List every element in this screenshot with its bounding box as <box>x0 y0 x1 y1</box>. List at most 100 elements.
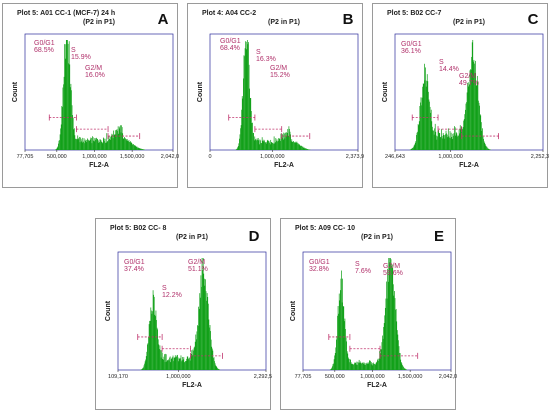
histogram-bar <box>433 130 434 150</box>
histogram-bar <box>275 138 277 150</box>
histogram-bar <box>439 136 441 150</box>
x-axis-label: FL2-A <box>367 382 387 389</box>
histogram-bar <box>116 129 117 150</box>
histogram-bar <box>175 357 177 370</box>
histogram-bar <box>86 142 88 150</box>
histogram-bar <box>252 132 254 150</box>
histogram-bar <box>475 60 476 150</box>
histogram-bar <box>201 258 203 370</box>
histogram-bar <box>422 83 424 150</box>
histogram-bar <box>95 138 97 150</box>
histogram-bar <box>463 120 465 150</box>
histogram-bar <box>277 141 278 150</box>
histogram-bar <box>143 149 145 150</box>
histogram-bar <box>125 140 127 150</box>
histogram-bar <box>98 142 100 150</box>
histogram-bar <box>339 300 341 370</box>
histogram-bar <box>117 126 119 150</box>
histogram-bar <box>466 102 467 150</box>
histogram-bar <box>198 306 199 370</box>
histogram-bar <box>465 103 467 150</box>
histogram-bar <box>209 327 210 370</box>
x-tick-label: 109,170 <box>108 374 128 380</box>
histogram-bar <box>112 134 113 150</box>
histogram-bar <box>383 323 385 370</box>
gate-label: G2/M <box>383 263 400 270</box>
histogram-bar <box>295 142 297 150</box>
histogram-bar <box>402 364 403 370</box>
histogram-bar <box>366 363 367 370</box>
histogram-bar <box>400 362 402 370</box>
histogram-bar <box>330 369 332 370</box>
histogram-bar <box>472 40 474 150</box>
histogram-bar <box>134 145 136 150</box>
histogram-bar <box>353 364 354 370</box>
histogram-bar <box>57 146 59 150</box>
histogram-bar <box>122 133 124 150</box>
gate-label: S <box>256 49 261 56</box>
y-axis-label: Count <box>105 300 112 321</box>
histogram-bar <box>97 138 99 150</box>
histogram-bar <box>255 139 257 150</box>
histogram-bar <box>473 59 475 150</box>
histogram-bar <box>434 128 435 150</box>
histogram-bar <box>90 137 92 150</box>
histogram-bar <box>248 42 249 150</box>
histogram-bar <box>237 146 239 150</box>
histogram-bar <box>117 131 118 150</box>
histogram-bar <box>452 133 454 150</box>
histogram-bar <box>482 128 483 150</box>
histogram-bar <box>105 142 106 150</box>
histogram-bar <box>342 306 344 370</box>
histogram-bar <box>332 366 333 370</box>
panel-b: Plot 4: A04 CC-2 (P2 in P1) B G0/G1 68.4% S 16… <box>187 3 364 188</box>
histogram-bar <box>485 145 487 150</box>
histogram-bar <box>484 142 486 150</box>
histogram-bar <box>139 148 141 150</box>
histogram-bar <box>458 135 459 150</box>
x-tick-label: 1,000,000 <box>82 154 106 160</box>
histogram-bar <box>263 139 265 150</box>
histogram-bar <box>462 128 463 150</box>
histogram-bar <box>471 56 472 150</box>
histogram-bar <box>115 134 117 150</box>
histogram-bar <box>63 76 65 150</box>
gate-value: 15.2% <box>270 72 290 79</box>
histogram-bar <box>93 141 95 150</box>
histogram-bar <box>437 136 438 150</box>
histogram-bar <box>365 363 367 370</box>
histogram-bar <box>106 133 108 150</box>
histogram-bar <box>429 106 431 150</box>
histogram-bar <box>246 49 248 150</box>
histogram-bar <box>478 100 479 150</box>
histogram-bar <box>176 355 178 370</box>
histogram-bar <box>458 129 460 150</box>
histogram-bar <box>178 358 180 370</box>
histogram-bar <box>87 138 88 150</box>
histogram-bar <box>446 133 447 150</box>
histogram-bar <box>477 81 479 150</box>
histogram-bar <box>444 138 446 150</box>
histogram-bar <box>441 136 443 150</box>
histogram-bar <box>420 102 421 150</box>
histogram-bar <box>285 132 286 150</box>
histogram-bar <box>336 339 337 370</box>
histogram-bar <box>387 268 388 370</box>
histogram-bar <box>137 147 138 150</box>
histogram-bar <box>279 139 281 150</box>
histogram-bar <box>161 350 162 370</box>
histogram-bar <box>216 367 218 370</box>
histogram <box>140 258 221 370</box>
histogram-bar <box>252 122 253 150</box>
histogram-bar <box>132 144 133 150</box>
histogram-bar <box>486 146 488 150</box>
histogram-bar <box>449 131 451 150</box>
histogram-bar <box>211 348 213 370</box>
histogram-bar <box>438 132 440 150</box>
histogram-bar <box>412 147 414 150</box>
histogram-bar <box>443 135 445 150</box>
histogram-bar <box>434 123 436 150</box>
histogram-bar <box>288 126 290 150</box>
histogram-bar <box>141 369 143 370</box>
histogram-bar <box>361 362 363 370</box>
